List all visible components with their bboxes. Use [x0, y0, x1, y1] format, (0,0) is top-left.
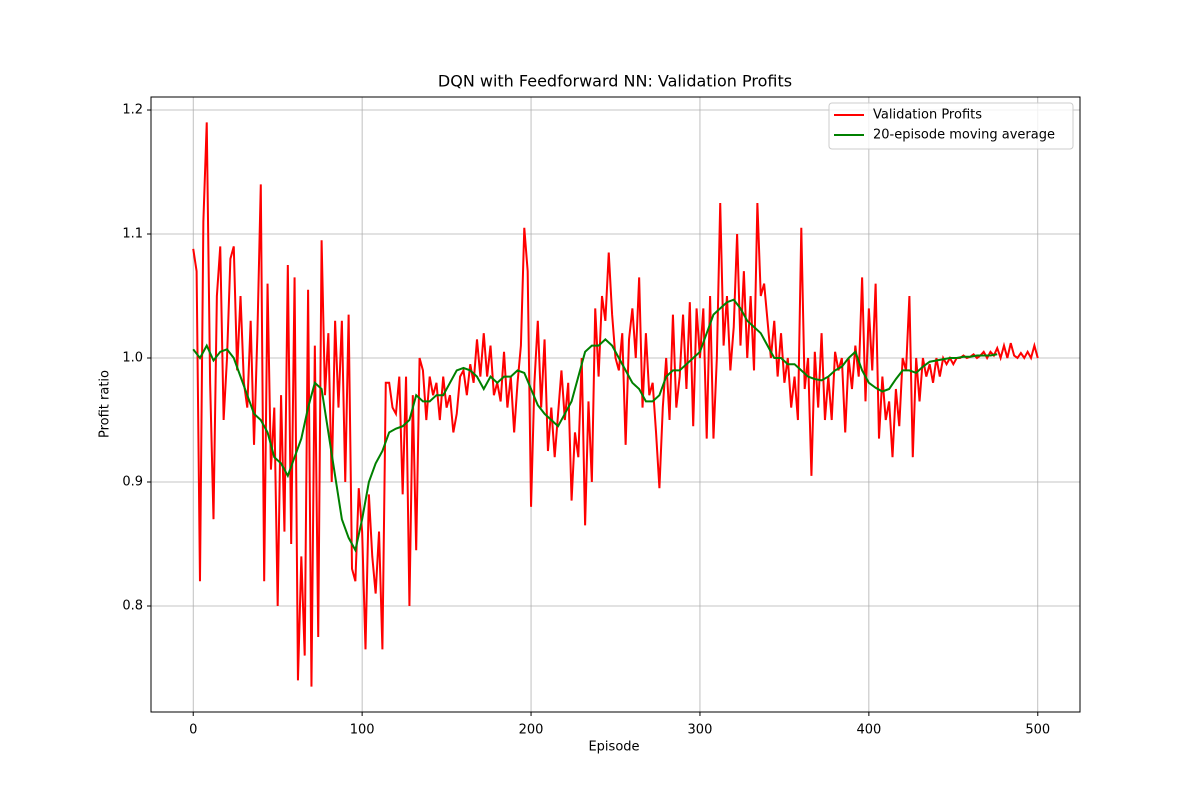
x-tick-label: 300	[688, 723, 713, 738]
y-tick-label: 0.9	[122, 474, 143, 489]
series-line	[192, 122, 1039, 687]
legend-label: Validation Profits	[873, 108, 982, 123]
x-tick-label: 100	[350, 723, 375, 738]
y-tick-label: 1.2	[122, 103, 143, 118]
y-tick-label: 1.1	[122, 227, 143, 242]
y-axis-label: Profit ratio	[98, 370, 113, 438]
chart-title: DQN with Feedforward NN: Validation Prof…	[438, 72, 792, 91]
legend-box	[828, 102, 1074, 150]
y-tick-label: 0.8	[122, 598, 143, 613]
x-tick-label: 0	[189, 723, 197, 738]
legend-label: 20-episode moving average	[873, 128, 1055, 143]
x-tick-label: 200	[519, 723, 544, 738]
series-line	[192, 298, 998, 554]
x-tick-label: 500	[1025, 723, 1050, 738]
x-tick-label: 400	[856, 723, 881, 738]
plot-frame	[150, 96, 1081, 713]
y-tick-label: 1.0	[122, 351, 143, 366]
x-axis-label: Episode	[588, 740, 639, 755]
